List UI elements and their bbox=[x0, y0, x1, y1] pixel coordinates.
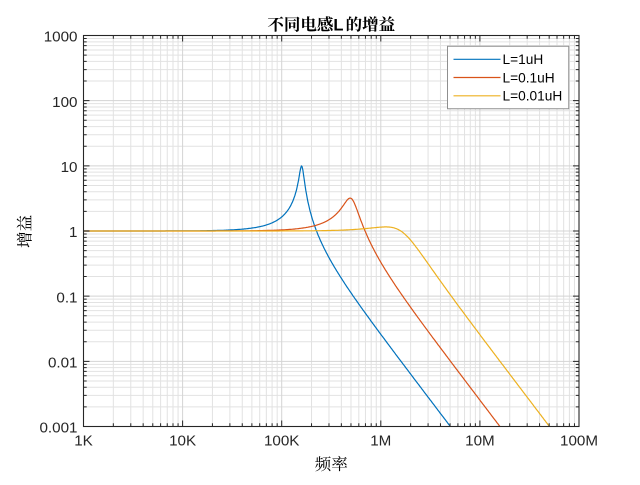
svg-text:1: 1 bbox=[69, 224, 77, 241]
svg-text:L: L bbox=[333, 16, 343, 34]
svg-text:1M: 1M bbox=[370, 433, 391, 450]
svg-text:100: 100 bbox=[52, 94, 77, 111]
svg-text:10: 10 bbox=[61, 159, 78, 176]
svg-text:0.01: 0.01 bbox=[48, 355, 78, 372]
svg-text:100M: 100M bbox=[560, 433, 598, 450]
svg-text:L=0.1uH: L=0.1uH bbox=[503, 70, 555, 85]
svg-text:1K: 1K bbox=[74, 433, 93, 450]
svg-text:L=0.01uH: L=0.01uH bbox=[503, 89, 563, 104]
svg-text:100K: 100K bbox=[264, 433, 299, 450]
svg-text:L=1uH: L=1uH bbox=[503, 52, 544, 67]
svg-text:10M: 10M bbox=[465, 433, 495, 450]
svg-text:10K: 10K bbox=[169, 433, 196, 450]
svg-text:0.1: 0.1 bbox=[56, 289, 77, 306]
svg-text:1000: 1000 bbox=[44, 29, 78, 46]
svg-text:0.001: 0.001 bbox=[39, 420, 77, 437]
